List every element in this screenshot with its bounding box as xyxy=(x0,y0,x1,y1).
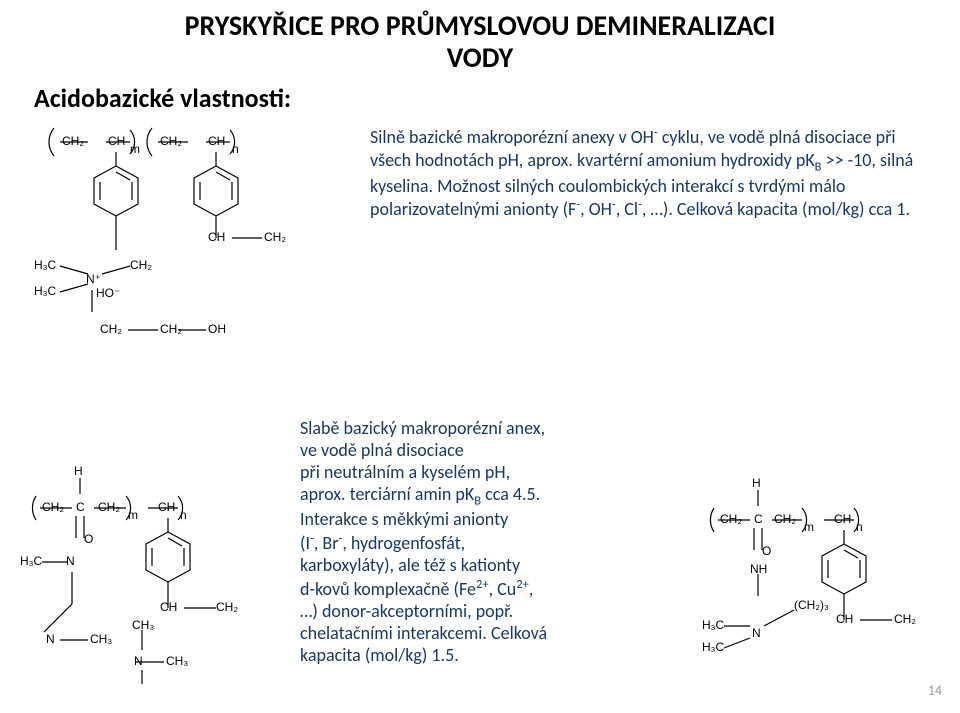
title-line2: VODY xyxy=(20,42,940,74)
h: H xyxy=(74,464,83,478)
paragraph-bottom-text: Slabě bazický makroporézní anex,ve vodě … xyxy=(300,417,547,666)
m: m xyxy=(128,508,138,522)
paragraph-top-text: Silně bazické makroporézní anexy v OH- c… xyxy=(370,126,913,220)
h3c: H₃C xyxy=(20,554,42,568)
ch: CH xyxy=(208,230,225,244)
n: N xyxy=(752,626,761,640)
ch3: CH₃ xyxy=(90,632,112,646)
ch2: CH₂ xyxy=(720,512,742,526)
page-title: PRYSKYŘICE PRO PRŮMYSLOVOU DEMINERALIZAC… xyxy=(0,0,960,74)
ch: CH xyxy=(158,500,175,514)
m: m xyxy=(804,520,814,534)
ch2: CH₂ xyxy=(894,612,916,626)
chem-top-left: CH₂ CH m CH₂ CH n CH CH₂ H₃C H₃C N⁺ CH₂ … xyxy=(30,120,370,370)
ch: CH xyxy=(834,512,851,526)
h3c: H₃C xyxy=(34,258,56,272)
n: n xyxy=(180,508,187,522)
chem-bottom-left: H CH₂ C CH₂ m CH n O H₃C N N CH₃ CH CH₂ … xyxy=(20,450,300,710)
ch2: CH₂ xyxy=(774,512,796,526)
ch: CH xyxy=(208,134,225,148)
ch3: CH₃ xyxy=(166,654,188,668)
chem-top-svg xyxy=(30,120,370,370)
ch2: CH₂ xyxy=(160,134,182,148)
ch2: CH₂ xyxy=(100,322,122,336)
chem-bottom-right: H CH₂ C CH₂ m CH n O NH (CH₂)₃ H₃C H₃C N… xyxy=(702,470,960,700)
ch2: CH₂ xyxy=(130,258,152,272)
oh: OH xyxy=(208,322,226,336)
subtitle: Acidobazické vlastnosti: xyxy=(34,82,291,114)
ch2: CH₂ xyxy=(98,500,120,514)
ho: HO⁻ xyxy=(96,286,120,300)
nplus: N⁺ xyxy=(86,272,101,286)
ch2: CH₂ xyxy=(160,322,182,336)
paragraph-top: Silně bazické makroporézní anexy v OH- c… xyxy=(370,125,932,221)
ch: CH xyxy=(836,612,853,626)
ch3: CH₃ xyxy=(132,618,154,632)
n: n xyxy=(232,142,239,156)
n: N xyxy=(46,632,55,646)
n: N xyxy=(66,554,75,568)
ch: CH xyxy=(160,600,177,614)
o: O xyxy=(762,544,771,558)
h3c: H₃C xyxy=(702,618,724,632)
ch: CH xyxy=(108,134,125,148)
ch2: CH₂ xyxy=(264,230,286,244)
chem-br-svg xyxy=(702,470,960,700)
c: C xyxy=(76,500,85,514)
o: O xyxy=(84,532,93,546)
title-line1: PRYSKYŘICE PRO PRŮMYSLOVOU DEMINERALIZAC… xyxy=(20,10,940,42)
ch2: CH₂ xyxy=(216,600,238,614)
h: H xyxy=(752,476,761,490)
ch2: CH₂ xyxy=(42,500,64,514)
paragraph-bottom: Slabě bazický makroporézní anex,ve vodě … xyxy=(300,418,698,666)
chem-bl-svg xyxy=(20,450,300,710)
c: C xyxy=(754,512,763,526)
n: N xyxy=(134,654,143,668)
h3c: H₃C xyxy=(702,640,724,654)
h3c: H₃C xyxy=(34,284,56,298)
ch23: (CH₂)₃ xyxy=(794,598,829,612)
m: m xyxy=(130,142,140,156)
ch2: CH₂ xyxy=(62,134,84,148)
n: n xyxy=(856,520,863,534)
nh: NH xyxy=(750,562,767,576)
